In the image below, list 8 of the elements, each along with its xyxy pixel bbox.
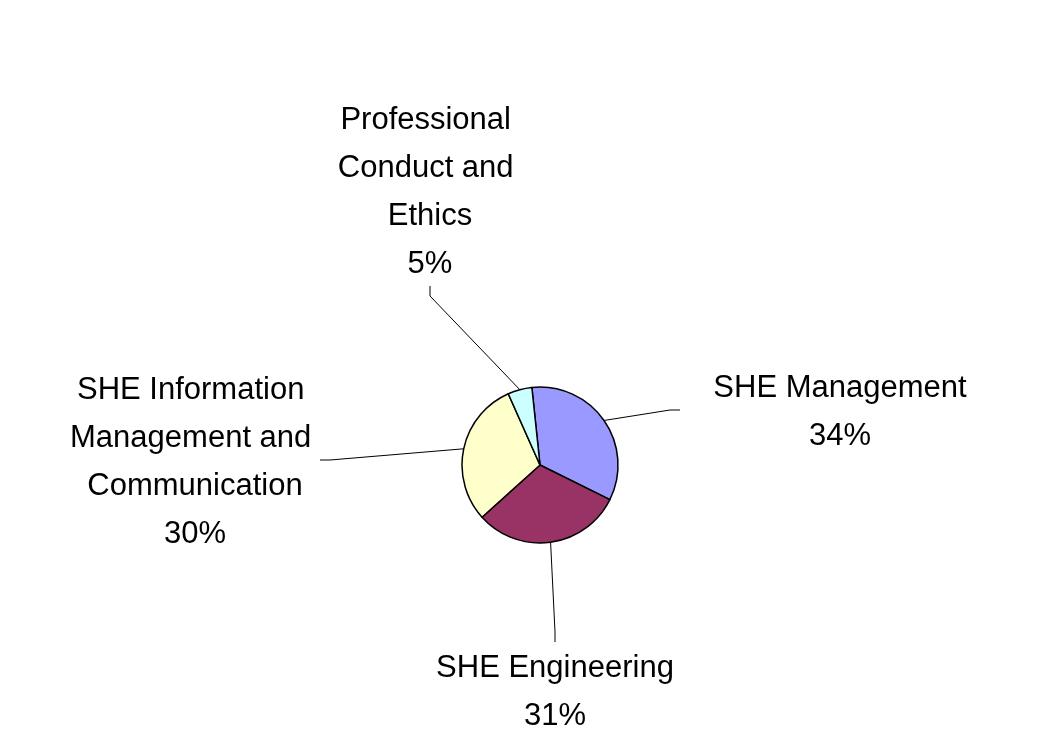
slice-label: SHE Management	[713, 368, 968, 404]
data-label: 34%	[808, 416, 872, 452]
data-label: 31%	[523, 696, 587, 732]
data-label: 30%	[163, 514, 227, 550]
data-label: 5%	[407, 244, 453, 280]
slice-label: SHE Engineering	[436, 648, 674, 684]
slice-label: SHE Information Management and Communication	[70, 370, 320, 502]
slice-label: Professional Conduct and Ethics	[337, 100, 523, 232]
